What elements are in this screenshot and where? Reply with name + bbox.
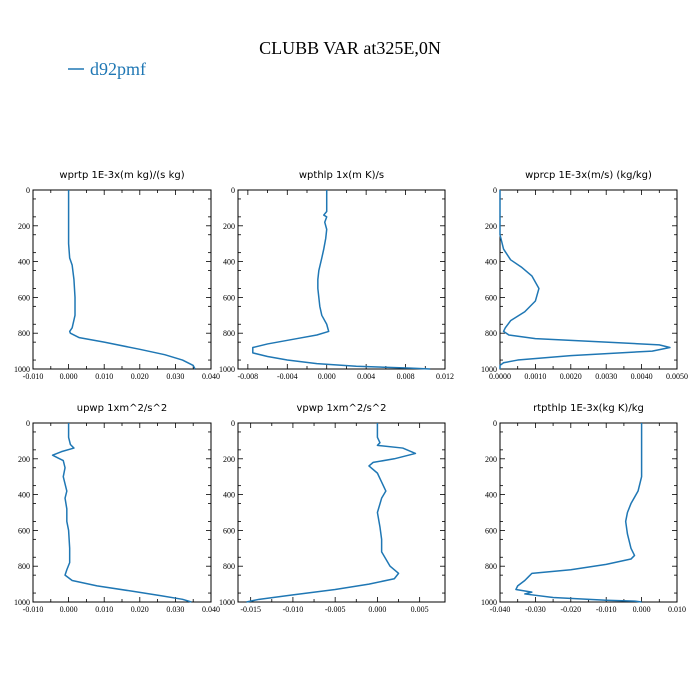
y-tick-label: 400 — [18, 491, 30, 500]
x-tick-label: 0.010 — [95, 605, 113, 614]
x-tick-label: 0.012 — [436, 372, 454, 381]
x-tick-label: 0.000 — [60, 372, 78, 381]
x-tick-label: 0.0050 — [666, 372, 688, 381]
y-tick-label: 600 — [18, 526, 30, 535]
plot-frame — [499, 422, 678, 603]
x-tick-label: 0.000 — [60, 605, 78, 614]
x-tick-label: -0.010 — [23, 605, 44, 614]
x-tick-label: 0.0010 — [524, 372, 546, 381]
panel-2: wpthlp 1x(m K)/s -0.008 -0.004 0.000 0.004 0.… — [219, 170, 454, 381]
y-tick-label: 400 — [485, 258, 497, 267]
y-tick-label: 0 — [493, 186, 497, 195]
y-tick-label: 800 — [485, 562, 497, 571]
series-line-d92pmf — [252, 190, 431, 370]
panel-title: vpwp 1xm^2/s^2 — [296, 403, 386, 414]
x-tick-label: 0.010 — [668, 605, 686, 614]
x-tick-label: 0.004 — [357, 372, 375, 381]
panel-title: rtpthlp 1E-3x(kg K)/kg — [533, 403, 644, 414]
y-tick-label: 600 — [18, 293, 30, 302]
y-tick-label: 600 — [223, 526, 235, 535]
x-tick-label: 0.040 — [202, 372, 220, 381]
y-tick-label: 200 — [485, 455, 497, 464]
x-tick-label: -0.010 — [596, 605, 617, 614]
panels: wprtp 1E-3x(m kg)/(s kg) -0.010 0.000 0.010… — [14, 170, 688, 614]
x-tick-label: 0.008 — [397, 372, 415, 381]
plot-frame — [32, 422, 212, 603]
x-tick-label: 0.0000 — [489, 372, 511, 381]
x-tick-label: 0.000 — [318, 372, 336, 381]
y-tick-label: 600 — [223, 293, 235, 302]
y-tick-label: 800 — [18, 329, 30, 338]
series-line-d92pmf — [51, 423, 192, 603]
x-tick-label: 0.0040 — [631, 372, 653, 381]
x-tick-label: -0.020 — [560, 605, 581, 614]
x-tick-label: 0.030 — [166, 372, 184, 381]
x-tick-label: -0.010 — [23, 372, 44, 381]
y-tick-label: 400 — [485, 491, 497, 500]
x-tick-label: 0.020 — [131, 372, 149, 381]
x-tick-label: -0.004 — [277, 372, 298, 381]
y-tick-label: 800 — [485, 329, 497, 338]
y-tick-label: 200 — [485, 222, 497, 231]
y-tick-label: 200 — [223, 222, 235, 231]
y-tick-label: 600 — [485, 293, 497, 302]
panel-1: wprtp 1E-3x(m kg)/(s kg) -0.010 0.000 0.010… — [14, 170, 220, 381]
y-tick-label: 0 — [231, 419, 235, 428]
x-tick-label: 0.0030 — [595, 372, 617, 381]
y-tick-label: 400 — [223, 258, 235, 267]
x-tick-label: 0.040 — [202, 605, 220, 614]
x-tick-label: 0.030 — [166, 605, 184, 614]
y-tick-label: 800 — [223, 562, 235, 571]
panel-title: wprtp 1E-3x(m kg)/(s kg) — [59, 170, 184, 181]
x-tick-label: 0.0020 — [560, 372, 582, 381]
panel-title: wpthlp 1x(m K)/s — [299, 170, 384, 181]
y-tick-label: 200 — [223, 455, 235, 464]
y-tick-label: 0 — [231, 186, 235, 195]
x-tick-label: -0.005 — [325, 605, 346, 614]
x-tick-label: 0.000 — [633, 605, 651, 614]
panel-title: upwp 1xm^2/s^2 — [77, 403, 167, 414]
series-line-d92pmf — [67, 190, 196, 370]
y-tick-label: 400 — [18, 258, 30, 267]
y-tick-label: 1000 — [14, 365, 30, 374]
series-line-d92pmf — [246, 423, 417, 603]
plot-frame — [32, 189, 212, 370]
panel-3: wprcp 1E-3x(m/s) (kg/kg) 0.0000 0.0010 0.00… — [481, 170, 688, 381]
x-tick-label: -0.040 — [490, 605, 511, 614]
y-tick-label: 1000 — [219, 365, 235, 374]
series-line-d92pmf — [499, 190, 671, 369]
y-tick-label: 1000 — [481, 365, 497, 374]
y-tick-label: 1000 — [219, 598, 235, 607]
panel-title: wprcp 1E-3x(m/s) (kg/kg) — [525, 170, 652, 181]
y-tick-label: 600 — [485, 526, 497, 535]
x-tick-label: -0.015 — [240, 605, 261, 614]
panel-5: vpwp 1xm^2/s^2 -0.015 -0.010 -0.005 0.000 0.0… — [219, 403, 446, 614]
x-tick-label: 0.010 — [95, 372, 113, 381]
y-tick-label: 400 — [223, 491, 235, 500]
x-tick-label: 0.000 — [368, 605, 386, 614]
y-tick-label: 200 — [18, 455, 30, 464]
series-line-d92pmf — [515, 423, 643, 603]
legend-label: d92pmf — [90, 59, 146, 79]
y-tick-label: 1000 — [14, 598, 30, 607]
y-tick-label: 800 — [18, 562, 30, 571]
x-tick-label: -0.030 — [525, 605, 546, 614]
figure-title: CLUBB VAR at325E,0N — [259, 38, 441, 58]
y-tick-label: 800 — [223, 329, 235, 338]
plot-frame — [499, 189, 678, 370]
y-tick-label: 200 — [18, 222, 30, 231]
x-tick-label: 0.020 — [131, 605, 149, 614]
plot-frame — [237, 189, 446, 370]
y-tick-label: 0 — [26, 186, 30, 195]
panel-4: upwp 1xm^2/s^2 -0.010 0.000 0.010 0.020 0.030… — [14, 403, 220, 614]
x-tick-label: -0.008 — [238, 372, 259, 381]
x-tick-label: -0.010 — [283, 605, 304, 614]
panel-6: rtpthlp 1E-3x(kg K)/kg -0.040 -0.030 -0.020… — [481, 403, 686, 614]
y-tick-label: 1000 — [481, 598, 497, 607]
plot-frame — [237, 422, 446, 603]
y-tick-label: 0 — [26, 419, 30, 428]
x-tick-label: 0.005 — [411, 605, 429, 614]
y-tick-label: 0 — [493, 419, 497, 428]
